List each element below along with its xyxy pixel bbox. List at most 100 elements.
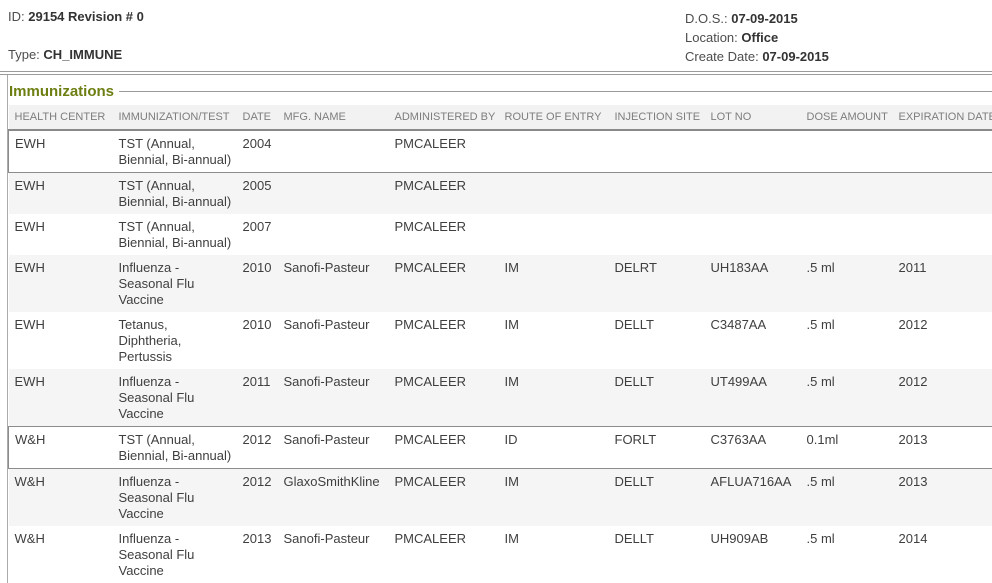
table-cell (893, 130, 992, 173)
id-value: 29154 Revision # 0 (28, 9, 144, 24)
table-cell (893, 173, 992, 215)
record-header-left: ID: 29154 Revision # 0 Type: CH_IMMUNE (8, 9, 992, 63)
record-location: Location: Office (685, 28, 829, 47)
create-date-value: 07-09-2015 (762, 49, 829, 64)
table-cell: 2012 (893, 312, 992, 369)
record-header: ID: 29154 Revision # 0 Type: CH_IMMUNE D… (0, 0, 992, 71)
table-cell: UH909AB (705, 526, 801, 583)
table-cell: C3763AA (705, 427, 801, 469)
table-cell: AFLUA716AA (705, 469, 801, 527)
table-cell: FORLT (609, 427, 705, 469)
table-cell (801, 130, 893, 173)
dos-value: 07-09-2015 (731, 11, 798, 26)
table-cell: 2011 (237, 369, 278, 427)
table-cell: TST (Annual, Biennial, Bi-annual) (113, 427, 237, 469)
table-cell: Sanofi-Pasteur (278, 526, 389, 583)
section-legend: Immunizations (8, 75, 992, 101)
section-title: Immunizations (8, 83, 114, 100)
table-cell: EWH (9, 369, 113, 427)
table-cell: UT499AA (705, 369, 801, 427)
table-cell: W&H (9, 427, 113, 469)
table-cell: 2004 (237, 130, 278, 173)
legend-rule (119, 91, 992, 92)
table-cell: PMCALEER (389, 526, 499, 583)
column-header-injection-site: INJECTION SITE (609, 105, 705, 130)
table-cell: GlaxoSmithKline (278, 469, 389, 527)
column-header-mfg-name: MFG. NAME (278, 105, 389, 130)
table-cell: DELLT (609, 469, 705, 527)
table-cell: DELLT (609, 369, 705, 427)
table-cell: Sanofi-Pasteur (278, 312, 389, 369)
table-cell: Influenza - Seasonal Flu Vaccine (113, 526, 237, 583)
table-cell: .5 ml (801, 369, 893, 427)
column-header-lot-no: LOT NO (705, 105, 801, 130)
table-cell: 2010 (237, 312, 278, 369)
table-cell: Sanofi-Pasteur (278, 255, 389, 312)
table-cell: TST (Annual, Biennial, Bi-annual) (113, 214, 237, 255)
table-cell: PMCALEER (389, 469, 499, 527)
table-cell (499, 214, 609, 255)
table-cell: C3487AA (705, 312, 801, 369)
table-cell: PMCALEER (389, 312, 499, 369)
id-label: ID: (8, 9, 25, 24)
table-cell: PMCALEER (389, 214, 499, 255)
column-header-route-of-entry: ROUTE OF ENTRY (499, 105, 609, 130)
table-cell: PMCALEER (389, 369, 499, 427)
record-id: ID: 29154 Revision # 0 (8, 9, 992, 25)
table-cell: EWH (9, 255, 113, 312)
table-cell: EWH (9, 312, 113, 369)
table-cell: EWH (9, 173, 113, 215)
table-cell: PMCALEER (389, 130, 499, 173)
table-cell: UH183AA (705, 255, 801, 312)
location-value: Office (741, 30, 778, 45)
table-cell: Sanofi-Pasteur (278, 427, 389, 469)
table-cell: 2013 (893, 427, 992, 469)
table-cell: W&H (9, 526, 113, 583)
location-label: Location: (685, 30, 738, 45)
table-cell (801, 173, 893, 215)
table-cell: PMCALEER (389, 427, 499, 469)
table-cell: .5 ml (801, 469, 893, 527)
column-header-immunization-test: IMMUNIZATION/TEST (113, 105, 237, 130)
create-date-label: Create Date: (685, 49, 759, 64)
table-cell (499, 173, 609, 215)
table-cell (609, 214, 705, 255)
table-cell: TST (Annual, Biennial, Bi-annual) (113, 130, 237, 173)
table-cell: 2007 (237, 214, 278, 255)
table-cell: 2011 (893, 255, 992, 312)
table-cell: 2013 (893, 469, 992, 527)
table-cell: 2012 (237, 427, 278, 469)
table-cell: .5 ml (801, 312, 893, 369)
column-header-expiration-date: EXPIRATION DATE (893, 105, 992, 130)
column-header-date: DATE (237, 105, 278, 130)
table-cell: 2013 (237, 526, 278, 583)
table-cell (609, 130, 705, 173)
record-header-right: D.O.S.: 07-09-2015 Location: Office Crea… (685, 9, 829, 66)
table-cell: Influenza - Seasonal Flu Vaccine (113, 369, 237, 427)
table-cell: EWH (9, 130, 113, 173)
column-header-health-center: HEALTH CENTER (9, 105, 113, 130)
table-cell: PMCALEER (389, 173, 499, 215)
table-cell: Influenza - Seasonal Flu Vaccine (113, 255, 237, 312)
table-cell: EWH (9, 214, 113, 255)
table-cell: W&H (9, 469, 113, 527)
table-cell: DELLT (609, 312, 705, 369)
table-cell: .5 ml (801, 526, 893, 583)
table-cell: IM (499, 255, 609, 312)
table-cell: 0.1ml (801, 427, 893, 469)
table-cell: Sanofi-Pasteur (278, 369, 389, 427)
table-cell: ID (499, 427, 609, 469)
